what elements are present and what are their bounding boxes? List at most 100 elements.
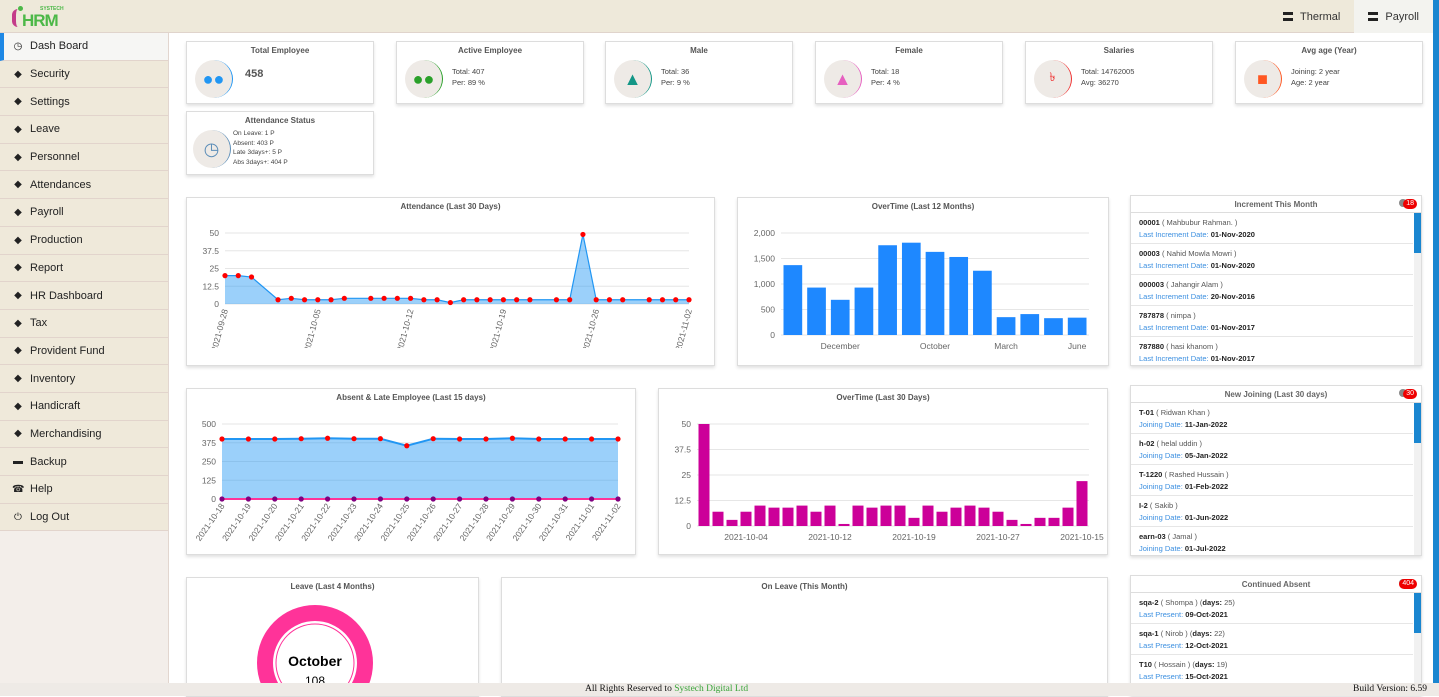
clock-icon: ◷ xyxy=(193,130,231,168)
sidebar-item-help[interactable]: ☎ Help xyxy=(0,476,168,504)
data-point xyxy=(673,297,679,303)
tab-payroll[interactable]: Payroll xyxy=(1354,0,1433,33)
data-point xyxy=(500,297,506,303)
sidebar-item-handicraft[interactable]: ◆ Handicraft xyxy=(0,392,168,421)
list-item[interactable]: T10 ( Hossain ) (days: 19) Last Present: … xyxy=(1131,655,1413,686)
abs-3days-count: Abs 3days+: 404 P xyxy=(233,158,288,166)
chart-title: Absent & Late Employee (Last 15 days) xyxy=(336,393,486,402)
chart-title: Attendance (Last 30 Days) xyxy=(400,202,501,211)
systech-hrm-logo[interactable]: SYSTECH HRM xyxy=(10,5,64,30)
list-item[interactable]: sqa-2 ( Shompa ) (days: 25) Last Present:… xyxy=(1131,593,1413,624)
sidebar-item-personnel[interactable]: ◆ Personnel xyxy=(0,143,168,172)
employee-id: h-02 xyxy=(1139,439,1155,448)
sidebar-item-payroll[interactable]: ◆ Payroll xyxy=(0,199,168,227)
sidebar-item-log-out[interactable]: ⏻ Log Out xyxy=(0,503,168,532)
card-title: Female xyxy=(895,46,923,55)
list-scrollbar[interactable] xyxy=(1414,213,1421,365)
data-point xyxy=(298,496,304,502)
donut-inner-ring xyxy=(275,623,355,696)
y-tick-label: 50 xyxy=(210,228,220,238)
list-scrollbar[interactable] xyxy=(1414,593,1421,695)
sidebar-item-security[interactable]: ◆ Security xyxy=(0,60,168,89)
sidebar-item-merchandising[interactable]: ◆ Merchandising xyxy=(0,420,168,449)
company-link[interactable]: Systech Digital Ltd xyxy=(674,684,749,694)
active-percent: Per: 89 % xyxy=(452,78,485,87)
list-item[interactable]: 787880 ( hasi khanom ) Last Increment Dat… xyxy=(1131,337,1413,365)
female-icon: ▲ xyxy=(824,60,862,98)
new-joining-list: New Joining (Last 30 days) 30 T-01 ( Ridwa… xyxy=(1130,385,1422,556)
bar xyxy=(796,505,808,526)
sidebar-item-report[interactable]: ◆ Report xyxy=(0,254,168,283)
data-point xyxy=(686,297,692,303)
data-point xyxy=(447,299,453,306)
tab-thermal[interactable]: Thermal xyxy=(1269,0,1354,33)
date-value: 01-Feb-2022 xyxy=(1184,481,1229,491)
list-item[interactable]: 000003 ( Jahangir Alam ) Last Increment D… xyxy=(1131,275,1413,306)
card-title: Total Employee xyxy=(250,46,310,55)
female-total: Total: 18 xyxy=(871,67,900,76)
sidebar-item-label: Provident Fund xyxy=(30,344,105,357)
employee-id: 000003 xyxy=(1139,280,1165,289)
salaries-card: Salaries ৳ Total: 14762005 Avg: 36270 xyxy=(1025,41,1213,104)
date-value: 01-Jun-2022 xyxy=(1184,512,1229,522)
overtime-30-days-chart: 0 12.5 25 37.5 50 2021-10-04 2021-10-12 2021-10… xyxy=(674,419,1104,542)
list-item[interactable]: earn-03 ( Jamal ) Joining Date: 01-Jul-20… xyxy=(1131,527,1413,555)
sidebar-item-attendances[interactable]: ◆ Attendances xyxy=(0,171,168,200)
sidebar-item-production[interactable]: ◆ Production xyxy=(0,226,168,255)
tags-icon: ◆ xyxy=(14,262,22,274)
sidebar-item-leave[interactable]: ◆ Leave xyxy=(0,116,168,144)
list-item[interactable]: 00003 ( Nahid Mowla Mowri ) Last Incremen… xyxy=(1131,244,1413,275)
y-tick-label: 500 xyxy=(761,305,775,315)
date-label: Last Present: xyxy=(1139,671,1184,681)
donut-hole xyxy=(273,621,357,696)
y-tick-label: 1,500 xyxy=(754,254,776,264)
sidebar-item-dash-board[interactable]: ◷ Dash Board xyxy=(0,33,168,61)
list-item[interactable]: 787878 ( nimpa ) Last Increment Date: 01-… xyxy=(1131,306,1413,337)
employee-name: ( nimpa ) xyxy=(1166,311,1196,320)
tags-icon: ◆ xyxy=(14,68,22,80)
employee-name: ( Shompa ) xyxy=(1160,598,1198,607)
sidebar-item-settings[interactable]: ◆ Settings xyxy=(0,88,168,117)
list-item[interactable]: 00001 ( Mahbubur Rahman. ) Last Increment… xyxy=(1131,213,1413,244)
sidebar-item-inventory[interactable]: ◆ Inventory xyxy=(0,365,168,393)
date-label: Last Increment Date: xyxy=(1139,353,1209,363)
on-leave-card: On Leave (This Month) xyxy=(501,577,1108,697)
list-item[interactable]: T-1220 ( Rashed Hussain ) Joining Date: 0… xyxy=(1131,465,1413,496)
bar xyxy=(807,287,826,335)
data-point xyxy=(536,496,542,502)
employee-name: ( Nirob ) xyxy=(1160,629,1188,638)
leave-donut-chart: October 108 xyxy=(257,605,373,696)
sidebar-item-hr-dashboard[interactable]: ◆ HR Dashboard xyxy=(0,282,168,310)
y-tick-label: 375 xyxy=(202,438,216,448)
employee-name: ( Mahbubur Rahman. ) xyxy=(1161,218,1238,227)
sidebar-item-tax[interactable]: ◆ Tax xyxy=(0,309,168,338)
data-point xyxy=(562,436,568,442)
data-point xyxy=(487,297,493,303)
date-value: 01-Nov-2020 xyxy=(1210,260,1255,270)
list-item[interactable]: I-2 ( Sakib ) Joining Date: 01-Jun-2022 xyxy=(1131,496,1413,527)
sidebar-item-provident-fund[interactable]: ◆ Provident Fund xyxy=(0,337,168,366)
late-count: Late 3days+: 5 P xyxy=(233,149,282,156)
days-label: days: xyxy=(1194,660,1215,669)
x-tick-label: 2021-10-19 xyxy=(892,532,936,542)
female-percent: Per: 4 % xyxy=(871,78,900,87)
list-item[interactable]: sqa-1 ( Nirob ) (days: 22) Last Present: … xyxy=(1131,624,1413,655)
data-point xyxy=(457,436,463,442)
date-value: 11-Jan-2022 xyxy=(1184,419,1228,429)
bar xyxy=(996,317,1016,335)
tags-icon: ◆ xyxy=(14,179,22,191)
date-label: Last Increment Date: xyxy=(1139,229,1209,239)
list-scrollbar[interactable] xyxy=(1414,403,1421,555)
sidebar-item-backup[interactable]: ▬ Backup xyxy=(0,448,168,476)
build-version: Build Version: 6.59 xyxy=(1353,684,1427,694)
list-item[interactable]: T-01 ( Ridwan Khan ) Joining Date: 11-Jan… xyxy=(1131,403,1413,434)
tags-icon: ◆ xyxy=(14,151,22,163)
x-tick-label: 2021-11-02 xyxy=(673,308,694,348)
female-card: Female ▲ Total: 18 Per: 4 % xyxy=(815,41,1003,104)
page-scrollbar[interactable] xyxy=(1433,0,1439,696)
tags-icon: ◆ xyxy=(14,345,22,357)
bar xyxy=(978,507,990,526)
employee-name: ( Hossain ) xyxy=(1154,660,1191,669)
date-label: Joining Date: xyxy=(1139,450,1183,460)
list-item[interactable]: h-02 ( helal uddin ) Joining Date: 05-Jan… xyxy=(1131,434,1413,465)
